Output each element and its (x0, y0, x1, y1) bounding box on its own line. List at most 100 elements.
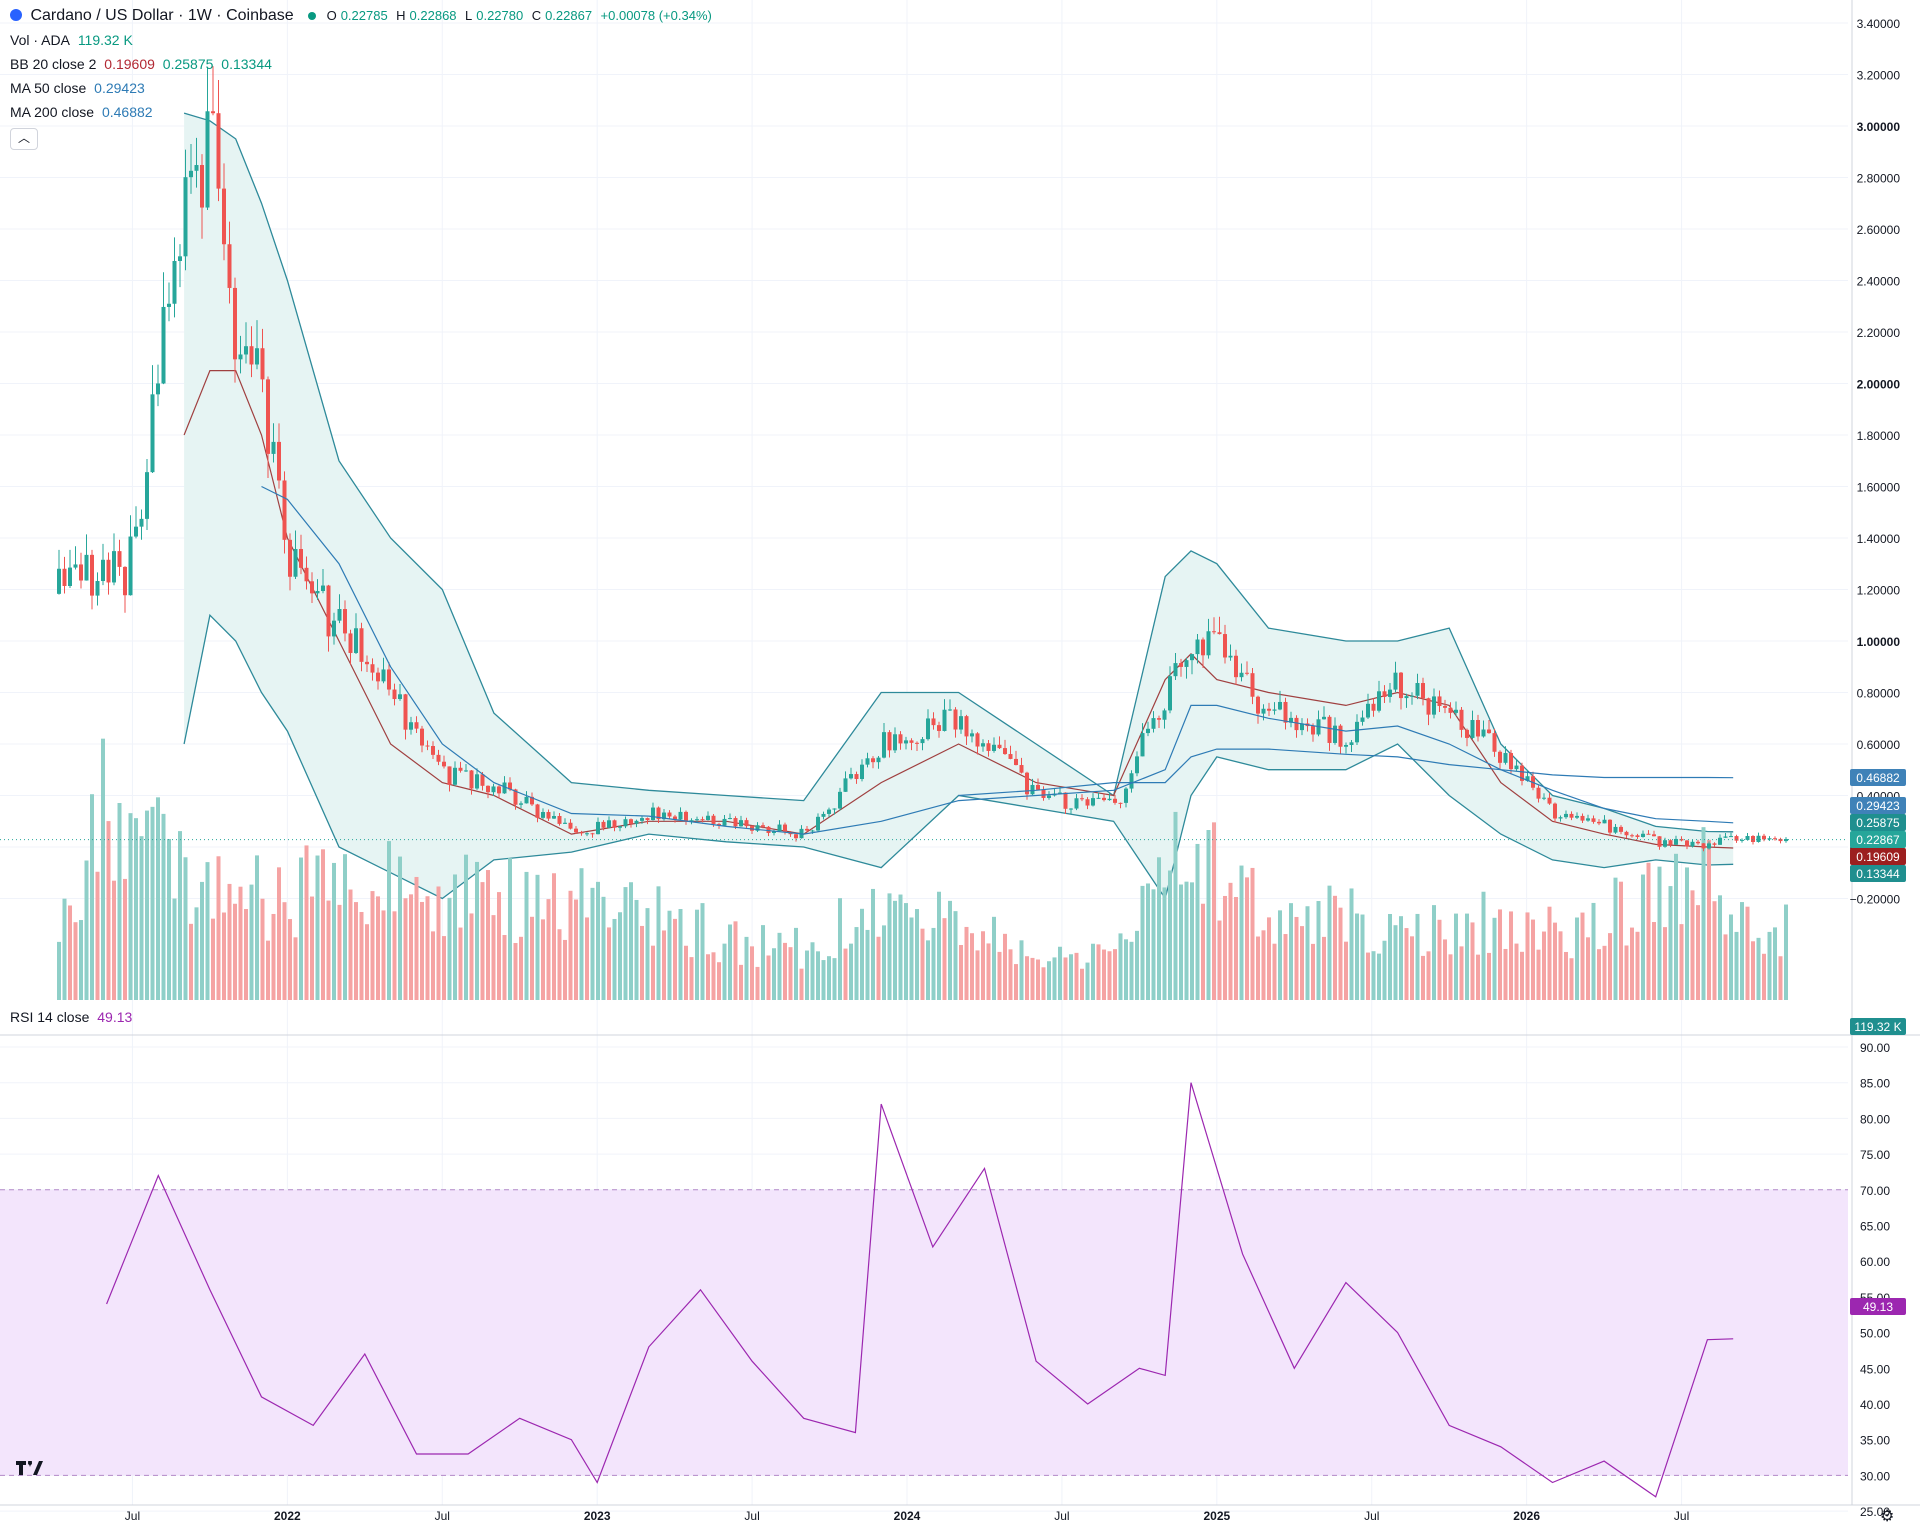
candle-body (1432, 696, 1436, 715)
candle-body (387, 669, 391, 690)
price-tick-label: 2.00000 (1857, 378, 1901, 392)
candle-body (706, 815, 710, 820)
candle-body (898, 734, 903, 744)
candle-body (1388, 689, 1392, 697)
volume-bar (1250, 867, 1255, 1000)
candle-body (1333, 725, 1337, 743)
volume-bar (1344, 941, 1348, 1000)
candle-body (1206, 631, 1211, 656)
rsi-tick-label: 65.00 (1860, 1220, 1890, 1234)
volume-bar (1520, 951, 1524, 1000)
volume-bar (1294, 916, 1299, 1000)
volume-bar (1613, 877, 1618, 1000)
candle-body (128, 536, 133, 596)
candle-body (1168, 676, 1172, 711)
volume-bar (733, 921, 738, 1000)
volume-bar (629, 882, 633, 1000)
volume-bar (634, 899, 639, 1000)
symbol-title: Cardano / US Dollar · 1W · Coinbase (30, 7, 294, 24)
candle-body (843, 778, 848, 792)
candle-body (425, 745, 430, 747)
candle-body (475, 774, 479, 789)
candle-body (84, 554, 89, 581)
gear-icon[interactable]: ⚙ (1880, 1508, 1895, 1525)
volume-bar (222, 912, 226, 1000)
candle-body (563, 822, 567, 824)
legend-ma50[interactable]: MA 50 close 0.29423 (10, 78, 149, 98)
legend-rsi[interactable]: RSI 14 close 49.13 (10, 1007, 136, 1027)
volume-bar (1443, 939, 1447, 1000)
candle-body (926, 718, 930, 740)
volume-bar (1091, 943, 1095, 1000)
volume-bar (1036, 959, 1040, 1000)
volume-bar (161, 813, 166, 1000)
legend-volume[interactable]: Vol · ADA 119.32 K (10, 30, 137, 50)
bb-basis-value: 0.19609 (104, 56, 155, 72)
candle-body (909, 740, 914, 743)
price-tick-label: 0.60000 (1857, 738, 1901, 752)
price-badges: 0.46882 0.29423 0.25875 0.22867 0.19609 0.133… (1850, 769, 1906, 1315)
volume-bar (1690, 890, 1695, 1000)
candle-body (1393, 672, 1398, 690)
ma200-line (958, 748, 1734, 797)
volume-bar (662, 930, 666, 1000)
candle-body (568, 822, 573, 829)
candle-body (1685, 840, 1689, 847)
candle-body (409, 722, 413, 730)
candle-body (590, 833, 595, 835)
candle-body (667, 812, 672, 817)
candle-body (1278, 701, 1282, 710)
bb-fill (184, 113, 1734, 899)
candle-body (959, 716, 963, 730)
candle-body (1674, 838, 1678, 845)
volume-bar (1663, 927, 1667, 1000)
volume-bar (123, 878, 127, 1000)
volume-bar (1327, 885, 1332, 1000)
volume-bar (1756, 937, 1761, 1000)
candle-body (579, 832, 584, 834)
volume-bar (1168, 870, 1172, 1000)
rsi-band-fill (0, 1189, 1848, 1476)
candle-body (656, 807, 661, 820)
volume-bar (766, 955, 771, 1000)
candle-body (1140, 733, 1145, 757)
volume-bar (799, 968, 804, 1000)
tradingview-logo-icon[interactable] (14, 1458, 44, 1478)
candle-body (981, 743, 985, 747)
volume-bar (1118, 933, 1123, 1000)
legend-bollinger[interactable]: BB 20 close 2 0.19609 0.25875 0.13344 (10, 54, 276, 74)
candle-body (1503, 753, 1508, 763)
volume-bar (409, 894, 413, 1000)
volume-bar (1476, 954, 1480, 1000)
candle-body (662, 812, 666, 820)
candle-body (1096, 797, 1101, 799)
candle-body (849, 774, 853, 779)
volume-bar (211, 918, 215, 1000)
moving-averages (0, 485, 1848, 841)
volume-bar (541, 919, 545, 1000)
volume-bar (442, 936, 446, 1000)
collapse-legend-button[interactable]: ︿ (10, 128, 38, 150)
volume-bar (1432, 905, 1436, 1000)
ma200-label: MA 200 close (10, 104, 95, 120)
volume-bar (777, 932, 782, 1000)
volume-bars (57, 738, 1788, 1000)
volume-bar (1019, 940, 1024, 1000)
candle-body (1135, 756, 1139, 774)
volume-bar (1591, 902, 1596, 1000)
candle-body (1047, 795, 1051, 798)
candle-body (1723, 836, 1728, 838)
volume-bar (128, 813, 133, 1000)
time-tick-label: Jul (125, 1509, 140, 1523)
volume-bar (1113, 949, 1117, 1000)
volume-bar (183, 857, 188, 1000)
candle-body (216, 113, 221, 189)
candle-body (1355, 721, 1359, 743)
volume-bar (854, 927, 859, 1000)
candle-body (1591, 818, 1596, 822)
legend-ma200[interactable]: MA 200 close 0.46882 (10, 102, 157, 122)
volume-bar (909, 917, 914, 1000)
ohlc-high: 0.22868 (409, 8, 457, 23)
volume-bar (321, 849, 325, 1000)
